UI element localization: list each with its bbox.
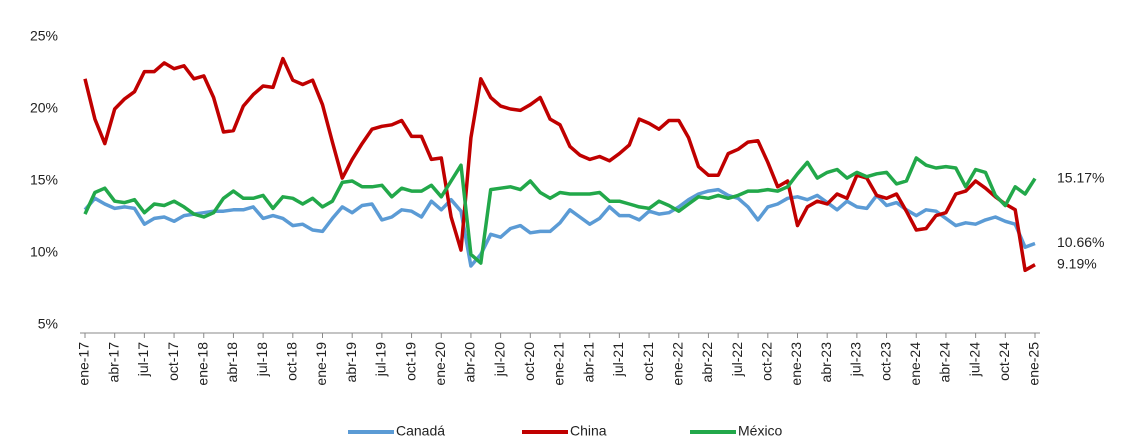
x-tick-label: jul-23	[848, 342, 864, 377]
legend-label: Canadá	[396, 423, 445, 439]
x-tick-label: ene-19	[313, 342, 329, 386]
end-label: 15.17%	[1057, 169, 1104, 185]
x-tick-label: jul-20	[491, 342, 507, 377]
series-line	[83, 156, 1037, 265]
x-tick-label: oct-23	[877, 342, 893, 381]
y-tick-label: 25%	[30, 28, 58, 44]
x-tick-label: jul-21	[610, 342, 626, 377]
x-tick-label: oct-21	[640, 342, 656, 381]
legend-label: México	[738, 423, 783, 439]
x-tick-label: jul-22	[729, 342, 745, 377]
x-tick-label: ene-25	[1026, 342, 1042, 386]
legend-label: China	[570, 423, 607, 439]
x-tick-label: jul-19	[373, 342, 389, 377]
x-tick-label: abr-22	[699, 342, 715, 383]
x-tick-label: oct-20	[521, 342, 537, 381]
x-tick-label: abr-24	[937, 342, 953, 383]
x-tick-label: abr-23	[818, 342, 834, 383]
x-tick-label: abr-17	[105, 342, 121, 383]
x-tick-label: oct-18	[284, 342, 300, 381]
x-tick-label: oct-19	[402, 342, 418, 381]
x-tick-label: abr-21	[580, 342, 596, 383]
y-tick-label: 20%	[30, 100, 58, 116]
x-tick-label: oct-24	[996, 342, 1012, 381]
x-tick-label: oct-17	[165, 342, 181, 381]
x-tick-label: ene-23	[788, 342, 804, 386]
x-tick-label: abr-20	[462, 342, 478, 383]
x-tick-label: abr-18	[224, 342, 240, 383]
x-tick-label: ene-18	[194, 342, 210, 386]
x-tick-label: jul-17	[135, 342, 151, 377]
x-tick-label: ene-21	[551, 342, 567, 386]
x-tick-label: jul-18	[254, 342, 270, 377]
x-tick-label: ene-22	[669, 342, 685, 386]
series-line	[83, 56, 1036, 273]
x-tick-label: jul-24	[966, 342, 982, 377]
y-tick-label: 10%	[30, 244, 58, 260]
x-tick-label: ene-17	[76, 342, 92, 386]
x-tick-label: ene-24	[907, 342, 923, 386]
x-tick-label: oct-22	[759, 342, 775, 381]
end-label: 10.66%	[1057, 234, 1104, 250]
series-line	[83, 187, 1036, 268]
y-tick-label: 15%	[30, 172, 58, 188]
y-tick-label: 5%	[38, 316, 58, 332]
x-tick-label: abr-19	[343, 342, 359, 383]
end-label: 9.19%	[1057, 255, 1097, 271]
x-tick-label: ene-20	[432, 342, 448, 386]
